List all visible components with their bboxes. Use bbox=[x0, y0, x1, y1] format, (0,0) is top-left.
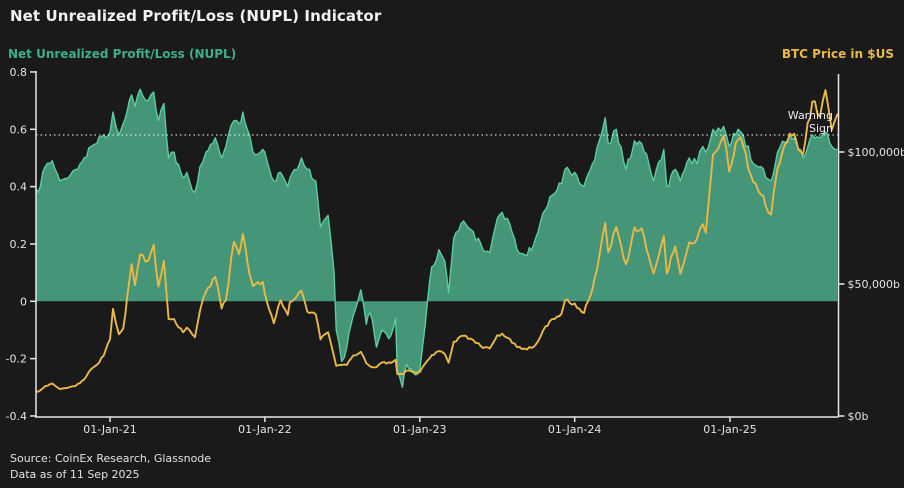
right-axis-tick-label: $100,000b bbox=[848, 146, 904, 159]
left-axis-tick-label: 0.2 bbox=[10, 238, 28, 251]
nupl-area-series bbox=[36, 89, 838, 388]
warning-sign-line2: Sign bbox=[809, 122, 833, 135]
right-axis-tick-label: $0b bbox=[848, 410, 869, 423]
x-axis-tick-label: 01-Jan-23 bbox=[393, 423, 447, 436]
series-group bbox=[36, 88, 839, 393]
warning-sign-line1: Warning bbox=[787, 109, 833, 122]
right-axis-tick-label: $50,000b bbox=[848, 278, 900, 291]
left-axis-title: Net Unrealized Profit/Loss (NUPL) bbox=[8, 47, 237, 61]
tick-marks bbox=[30, 71, 845, 422]
right-axis-title: BTC Price in $US bbox=[781, 47, 894, 61]
left-axis-tick-label: -0.4 bbox=[6, 410, 27, 423]
left-axis-tick-label: 0.8 bbox=[10, 66, 28, 79]
tick-labels: 0.8 0.6 0.4 0.2 0 -0.2 -0.4 01-Jan-21 01-Jan-22 0… bbox=[6, 66, 904, 436]
btc-price-line-series bbox=[36, 89, 839, 393]
source-block: Source: CoinEx Research, Glassnode Data … bbox=[10, 451, 211, 483]
x-axis-tick-label: 01-Jan-21 bbox=[83, 423, 137, 436]
warning-sign-annotation: Warning Sign bbox=[788, 109, 833, 135]
source-text: Source: CoinEx Research, Glassnode bbox=[10, 452, 212, 465]
x-axis-tick-label: 01-Jan-22 bbox=[238, 423, 292, 436]
page-title: Net Unrealized Profit/Loss (NUPL) Indica… bbox=[10, 7, 382, 25]
as-of-date: Data as of 11 Sep 2025 bbox=[10, 468, 140, 481]
x-axis-tick-label: 01-Jan-24 bbox=[548, 423, 602, 436]
left-axis-tick-label: 0.4 bbox=[10, 181, 28, 194]
left-axis-tick-label: 0 bbox=[20, 295, 27, 308]
x-axis-tick-label: 01-Jan-25 bbox=[703, 423, 757, 436]
left-axis-tick-label: 0.6 bbox=[10, 123, 28, 136]
nupl-line-series bbox=[36, 88, 838, 388]
left-axis-tick-label: -0.2 bbox=[6, 353, 27, 366]
